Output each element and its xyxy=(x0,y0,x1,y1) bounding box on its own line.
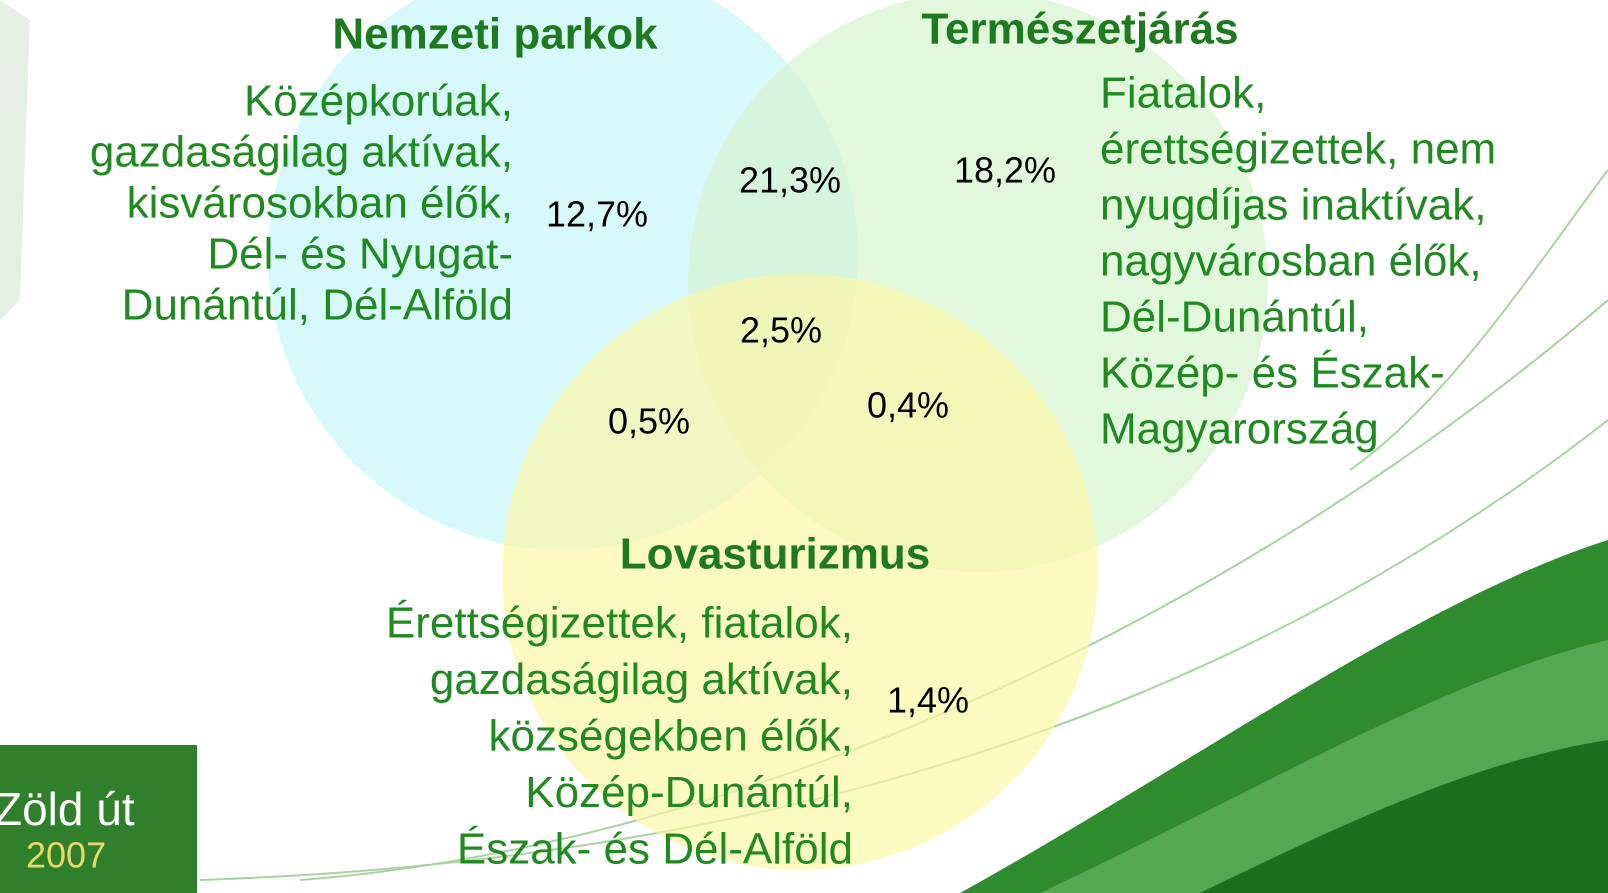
description-line: Középkorúak, xyxy=(244,77,513,126)
description-line: Dunántúl, Dél-Alföld xyxy=(122,281,513,330)
description-line: községekben élők, xyxy=(489,712,853,761)
description-line: gazdaságilag aktívak, xyxy=(430,655,853,704)
region-percent: 12,7% xyxy=(546,194,648,235)
description-line: gazdaságilag aktívak, xyxy=(90,128,513,177)
description-line: Magyarország xyxy=(1100,405,1379,454)
set-title: Lovasturizmus xyxy=(620,530,931,579)
description-line: érettségizettek, nem xyxy=(1100,125,1496,174)
set-title: Nemzeti parkok xyxy=(332,10,658,59)
region-percent: 1,4% xyxy=(887,680,969,721)
description-line: Dél- és Nyugat- xyxy=(207,230,513,279)
logo-year: 2007 xyxy=(26,835,106,876)
description-line: kisvárosokban élők, xyxy=(127,179,513,228)
logo-name: Zöld út xyxy=(0,783,135,835)
description-line: Érettségizettek, fiatalok, xyxy=(386,599,853,648)
slide: Zöld út 2007 Nemzeti parkok Természetjár… xyxy=(0,0,1608,893)
set-description: Középkorúak,gazdaságilag aktívak,kisváro… xyxy=(90,77,513,330)
description-line: Észak- és Dél-Alföld xyxy=(457,825,853,874)
region-percent: 18,2% xyxy=(954,150,1056,191)
region-percent: 0,5% xyxy=(608,401,690,442)
region-percent: 21,3% xyxy=(739,160,841,201)
description-line: nagyvárosban élők, xyxy=(1100,237,1482,286)
description-line: Dél-Dunántúl, xyxy=(1100,293,1369,342)
set-description: Érettségizettek, fiatalok, gazdaságilag a… xyxy=(386,599,853,874)
region-percent: 0,4% xyxy=(867,385,949,426)
description-line: Fiatalok, xyxy=(1100,69,1266,118)
description-line: nyugdíjas inaktívak, xyxy=(1100,181,1486,230)
region-percent: 2,5% xyxy=(740,310,822,351)
description-line: Közép- és Észak- xyxy=(1100,349,1445,398)
set-description: Fiatalok, érettségizettek, nem nyugdíjas i… xyxy=(1100,69,1496,454)
description-line: Közép-Dunántúl, xyxy=(525,768,853,817)
set-title: Természetjárás xyxy=(921,5,1238,54)
